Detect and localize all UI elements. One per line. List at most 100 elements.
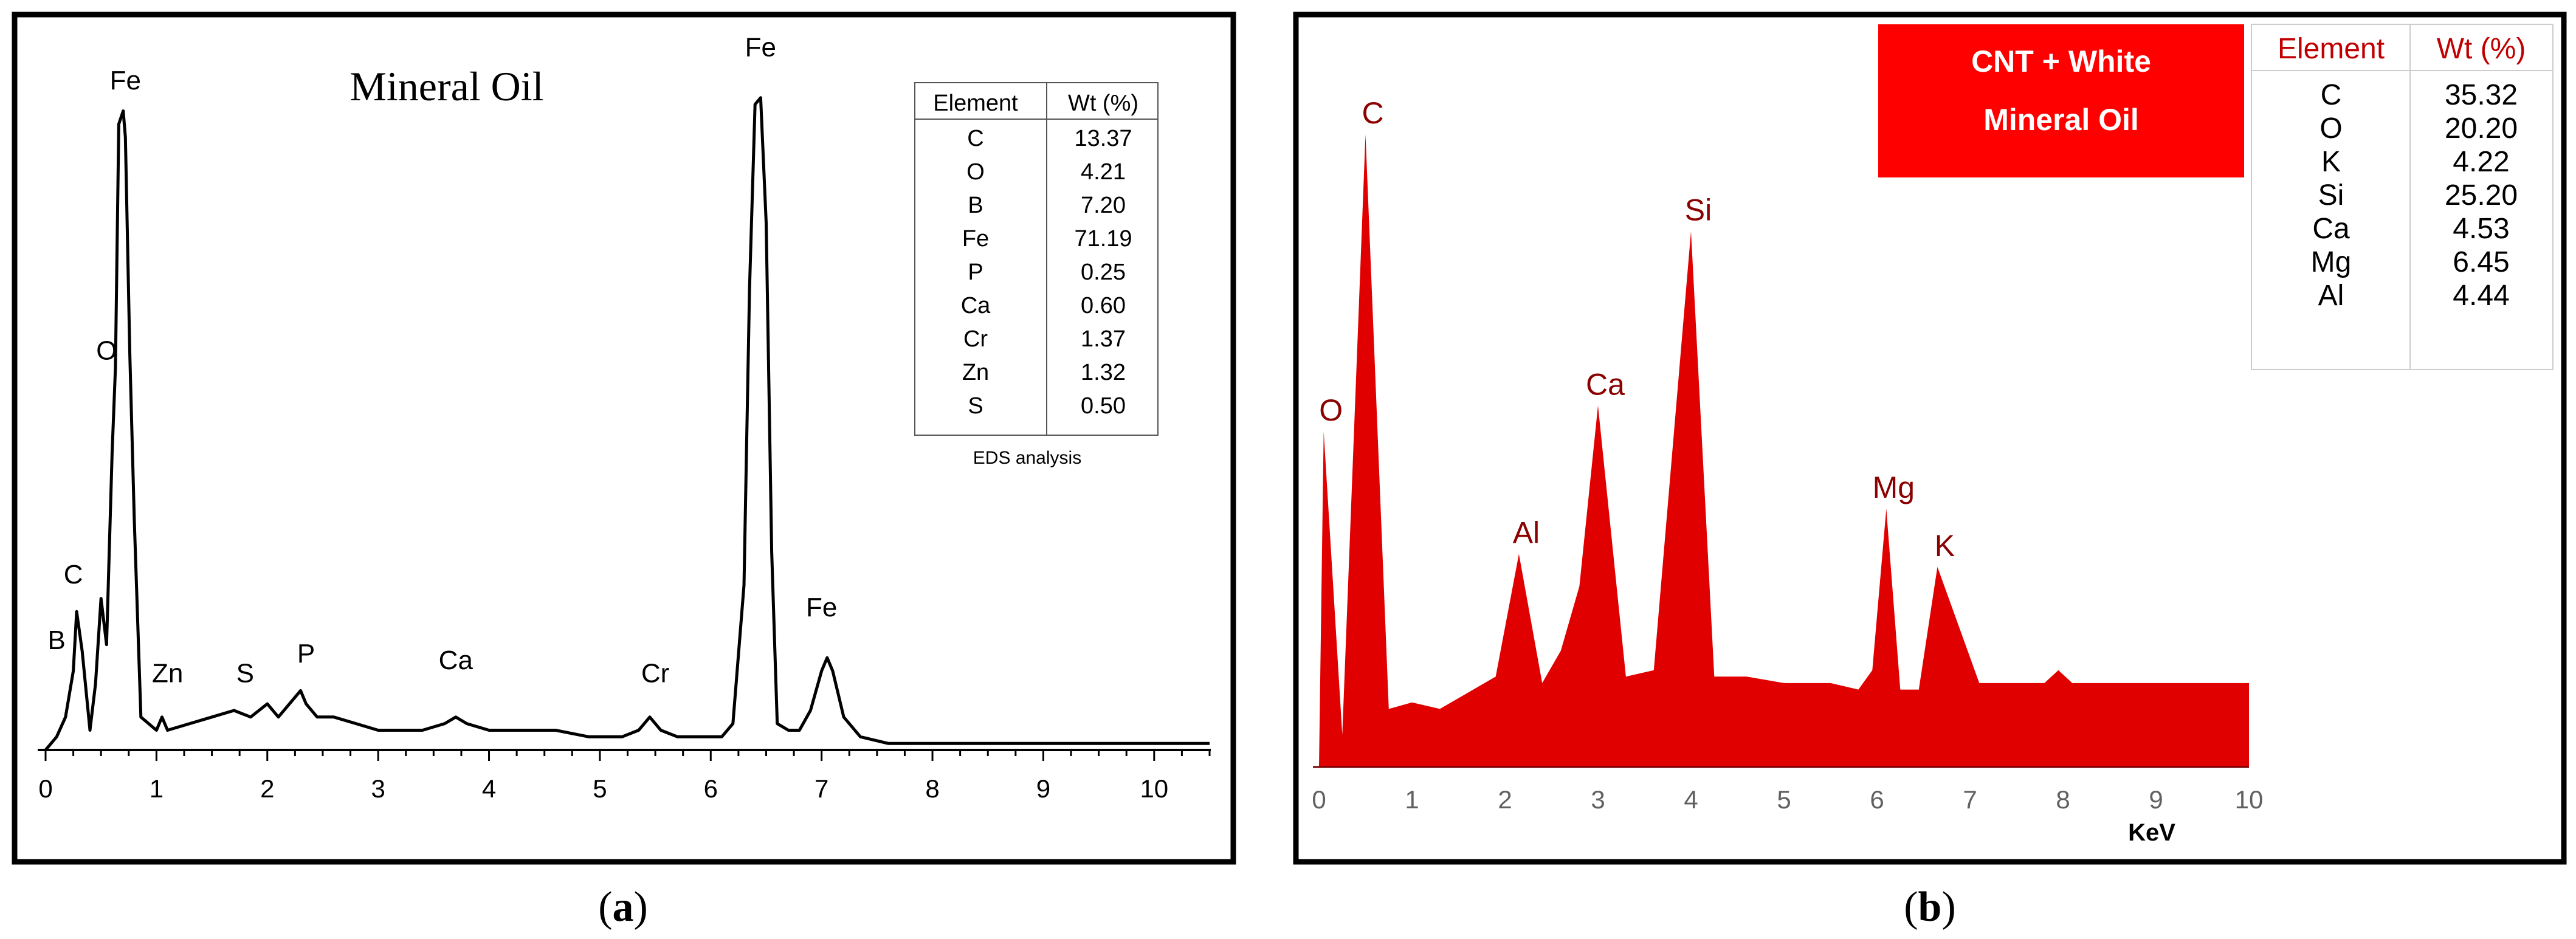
panel-a-table: Element Wt (%) C 13.37 O 4.21 B 7.20 Fe 71.19 P 0…: [914, 82, 1159, 468]
panel-a-tick-label: 8: [925, 774, 939, 803]
panel-b-peak-label: O: [1319, 393, 1343, 427]
panel-a-table-value: 1.32: [1081, 360, 1126, 385]
panel-b-table-element: Ca: [2312, 213, 2350, 245]
panel-b-legend-box: CNT + White Mineral Oil: [1878, 24, 2244, 177]
panel-a-tick-label: 6: [704, 774, 718, 803]
panel-b-table-border: [2251, 24, 2554, 370]
panel-b-table-value: 4.44: [2453, 280, 2509, 312]
panel-b-tick-label: 1: [1405, 785, 1419, 814]
caption-a: (a): [598, 884, 648, 930]
panel-a-peak-label: S: [236, 658, 254, 688]
panel-b-tick-label: 5: [1777, 785, 1791, 814]
panel-b-tick-labels: 0 1 2 3 4 5 6 7 8 9 10: [1312, 785, 2263, 814]
panel-a-tick-label: 1: [150, 774, 164, 803]
panel-a-peak-label: P: [297, 639, 315, 669]
panel-a-table-value: 71.19: [1074, 226, 1132, 252]
panel-a-peak-label: Fe: [745, 33, 776, 63]
panel-b-legend-line2: Mineral Oil: [1983, 103, 2139, 137]
panel-a-tick-label: 9: [1036, 774, 1050, 803]
panel-b-table-value: 35.32: [2445, 79, 2518, 111]
panel-a-table-header-wt: Wt (%): [1068, 91, 1138, 116]
panel-b-table-value: 6.45: [2453, 246, 2509, 278]
panel-a-spectrum-line: [44, 96, 1210, 751]
panel-a-table-element: Cr: [963, 326, 988, 352]
panel-a-table-element: C: [967, 126, 983, 151]
panel-a-peak-label: Fe: [806, 593, 837, 622]
panel-a-table-value: 0.60: [1081, 293, 1126, 318]
panel-a-tick-label: 2: [260, 774, 274, 803]
panel-a-table-value: 0.25: [1081, 260, 1126, 285]
panel-a-table-element: O: [966, 159, 985, 185]
panel-b-peak-label: Mg: [1873, 470, 1915, 504]
panel-a-table-element: B: [968, 193, 983, 218]
panel-a-table-element: Fe: [962, 226, 989, 252]
panel-b-tick-label: 3: [1591, 785, 1605, 814]
panel-a-table-element: Zn: [962, 360, 989, 385]
panel-a-peak-label: Zn: [152, 658, 183, 688]
panel-b-table-header-element: Element: [2278, 33, 2385, 65]
panel-b-table-element: C: [2321, 79, 2342, 111]
panel-a-tick-label: 5: [593, 774, 607, 803]
panel-a-table-value: 0.50: [1081, 393, 1126, 419]
panel-b-peak-label: C: [1362, 96, 1383, 130]
panel-b-tick-label: 0: [1312, 785, 1326, 814]
panel-b-x-axis-label: KeV: [2128, 819, 2175, 846]
panel-a-table-element: P: [968, 260, 983, 285]
panel-b-table-element: Al: [2318, 280, 2344, 312]
panel-b-peak-labels: C O Al Ca Si Mg K: [1319, 96, 1955, 563]
panel-b-table-element: Si: [2318, 179, 2344, 212]
panel-a-table-caption: EDS analysis: [973, 448, 1081, 468]
panel-b-spectrum-area: [1319, 134, 2249, 768]
panel-a-peak-label: B: [48, 625, 66, 655]
panel-b-tick-label: 8: [2056, 785, 2070, 814]
panel-b-table-element: Mg: [2311, 246, 2352, 278]
panel-b-tick-label: 9: [2149, 785, 2163, 814]
caption-b: (b): [1904, 884, 1956, 930]
panel-b-legend-background: [1878, 24, 2244, 177]
panel-a-table-element: S: [968, 393, 983, 419]
panel-b-tick-label: 7: [1963, 785, 1977, 814]
panel-a-peak-label: Cr: [641, 658, 669, 688]
panel-a-x-ticks: [44, 750, 1211, 761]
panel-a-peak-label: C: [64, 560, 83, 590]
panel-b-legend-line1: CNT + White: [1971, 44, 2151, 78]
panel-a-table-value: 7.20: [1081, 193, 1126, 218]
panel-a-table-header-element: Element: [933, 91, 1018, 116]
panel-a-tick-label: 3: [371, 774, 385, 803]
panel-b-tick-label: 10: [2235, 785, 2264, 814]
panel-a-tick-labels: 0 1 2 3 4 5 6 7 8 9 10: [38, 774, 1168, 803]
panel-b-peak-label: Ca: [1586, 367, 1625, 401]
panel-b-table-header-wt: Wt (%): [2437, 33, 2526, 65]
panel-b-table-rows: C 35.32 O 20.20 K 4.22 Si 25.20 Ca 4.53 Mg 6.45 Al 4.…: [2311, 79, 2518, 312]
panel-b-table-element: O: [2319, 112, 2342, 145]
panel-b-tick-label: 2: [1498, 785, 1512, 814]
panel-a-table-value: 1.37: [1081, 326, 1126, 352]
panel-a-table-value: 4.21: [1081, 159, 1126, 185]
panel-a-peak-label: Fe: [110, 66, 141, 95]
panel-b-peak-label: Al: [1513, 516, 1540, 550]
panel-a-peak-labels: Fe O C B Zn S P Ca Cr Fe Fe: [48, 33, 838, 689]
panel-a-peak-label: O: [96, 335, 117, 365]
panel-a-tick-label: 0: [38, 774, 52, 803]
panel-a-tick-label: 10: [1140, 774, 1168, 803]
panel-a-table-element: Ca: [961, 293, 991, 318]
panel-b-table-element: K: [2321, 146, 2341, 178]
panel-a-table-rows: C 13.37 O 4.21 B 7.20 Fe 71.19 P 0.25 Ca 0.60 Cr 1.37…: [961, 126, 1132, 419]
panel-b-table-value: 4.53: [2453, 213, 2509, 245]
panel-b-table-value: 20.20: [2445, 112, 2518, 145]
panel-b-peak-label: K: [1935, 529, 1955, 563]
panel-b-tick-label: 4: [1684, 785, 1698, 814]
panel-a-peak-label: Ca: [439, 645, 474, 675]
panel-a-tick-label: 7: [814, 774, 828, 803]
panel-b-table-value: 25.20: [2445, 179, 2518, 212]
panel-a-title: Mineral Oil: [350, 63, 543, 109]
panel-b-tick-label: 6: [1870, 785, 1884, 814]
panel-a-table-border: [914, 82, 1159, 436]
panel-b-peak-label: Si: [1685, 193, 1712, 227]
panel-a-table-value: 13.37: [1074, 126, 1132, 151]
panel-b-table-value: 4.22: [2453, 146, 2509, 178]
